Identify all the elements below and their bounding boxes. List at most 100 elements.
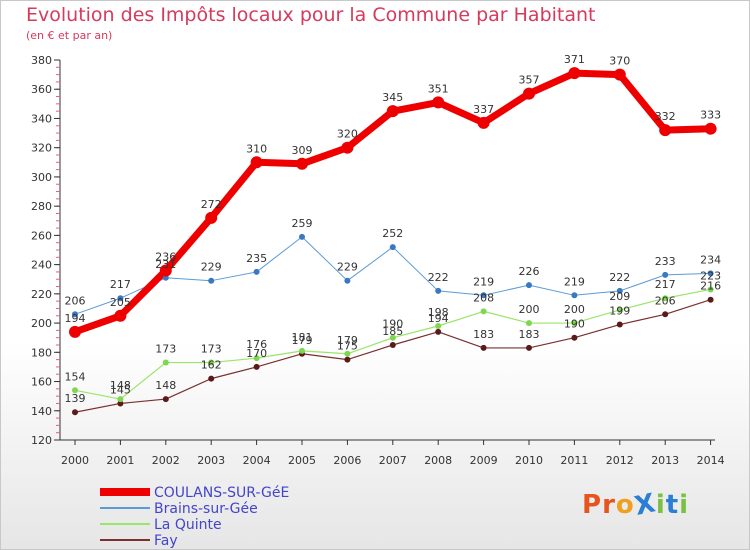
data-point [480, 292, 487, 299]
data-point [704, 122, 717, 135]
data-point [250, 156, 263, 169]
data-label: 173 [155, 343, 176, 356]
data-label: 194 [65, 312, 86, 325]
x-tick-label: 2014 [697, 454, 725, 467]
data-point [208, 375, 215, 382]
data-point [662, 271, 669, 278]
data-point [69, 325, 81, 338]
data-point [526, 320, 532, 327]
data-point [159, 264, 172, 277]
data-label: 179 [337, 334, 358, 347]
chart-subtitle: (en € et par an) [26, 29, 113, 42]
x-tick-label: 2004 [243, 454, 271, 467]
logo-letter: t [665, 490, 680, 520]
data-point [117, 396, 124, 403]
data-label: 206 [65, 294, 86, 307]
data-point [571, 334, 578, 341]
x-tick-label: 2002 [152, 454, 180, 467]
y-tick-label: 260 [31, 229, 52, 242]
data-label: 205 [110, 296, 131, 309]
data-label: 217 [110, 278, 131, 291]
data-point [616, 321, 623, 328]
x-tick-label: 2013 [651, 454, 679, 467]
data-label: 190 [564, 318, 585, 331]
y-tick-label: 200 [31, 317, 52, 330]
data-label: 194 [428, 312, 449, 325]
data-label: 351 [428, 82, 449, 95]
logo-letter: i [679, 490, 690, 520]
logo-letter: o [615, 490, 635, 520]
data-point [659, 124, 672, 137]
data-label: 219 [473, 275, 494, 288]
data-point [72, 387, 78, 394]
series-points [69, 67, 717, 416]
data-label: 209 [609, 290, 630, 303]
data-point [344, 350, 351, 357]
data-label: 231 [155, 258, 176, 271]
data-label: 170 [246, 347, 267, 360]
x-tick-label: 2008 [424, 454, 452, 467]
y-tick-label: 240 [31, 259, 52, 272]
proxiti-logo: ProXiti [582, 488, 690, 522]
data-point [432, 96, 445, 109]
data-point [571, 292, 578, 299]
data-label: 179 [292, 334, 313, 347]
legend-label: Brains-sur-Gée [154, 501, 258, 517]
data-label: 219 [564, 275, 585, 288]
y-tick-label: 220 [31, 288, 52, 301]
data-point [435, 287, 442, 294]
data-point [707, 270, 714, 277]
data-point [662, 295, 669, 302]
data-label: 310 [246, 142, 267, 155]
y-tick-label: 160 [31, 376, 52, 389]
x-tick-label: 2007 [379, 454, 407, 467]
legend-label: La Quinte [154, 517, 222, 533]
legend-label: COULANS-SUR-GéE [154, 485, 289, 501]
data-label: 162 [201, 359, 222, 372]
data-label: 223 [700, 269, 721, 282]
data-point [341, 141, 354, 154]
data-label: 229 [337, 261, 358, 274]
data-label: 198 [428, 306, 449, 319]
data-label: 190 [382, 318, 403, 331]
data-label: 236 [155, 250, 176, 263]
data-point [253, 268, 260, 275]
y-tick-label: 300 [31, 171, 52, 184]
data-label: 337 [473, 103, 494, 116]
x-tick-label: 2000 [61, 454, 89, 467]
data-point [162, 396, 169, 403]
data-point [613, 68, 626, 81]
data-label: 176 [246, 338, 267, 351]
chart-title: Evolution des Impôts locaux pour la Comm… [26, 4, 596, 26]
y-tick-label: 380 [31, 54, 52, 67]
data-label: 148 [155, 379, 176, 392]
axes: 120 140 160 180 200 220 240 260 280 300 320 340 360 3… [31, 54, 725, 467]
data-point [389, 244, 396, 251]
data-label: 206 [655, 294, 676, 307]
data-point [72, 311, 78, 318]
data-label: 229 [201, 261, 222, 274]
data-label: 148 [110, 379, 131, 392]
x-tick-label: 2001 [106, 454, 134, 467]
x-tick-label: 2012 [606, 454, 634, 467]
data-point [253, 355, 260, 362]
data-label: 154 [65, 370, 86, 383]
data-label: 217 [655, 278, 676, 291]
data-point [299, 233, 305, 240]
data-point [477, 116, 490, 129]
data-point [344, 277, 351, 284]
data-label: 183 [519, 328, 540, 341]
logo-letter: P [582, 490, 603, 520]
data-label: 252 [382, 227, 403, 240]
y-tick-label: 340 [31, 112, 52, 125]
data-point [389, 334, 396, 341]
x-tick-label: 2006 [333, 454, 361, 467]
data-label: 272 [201, 198, 222, 211]
data-label: 199 [609, 305, 630, 318]
logo-letter: r [602, 490, 616, 520]
data-label: 357 [519, 74, 540, 87]
data-point [616, 287, 623, 294]
